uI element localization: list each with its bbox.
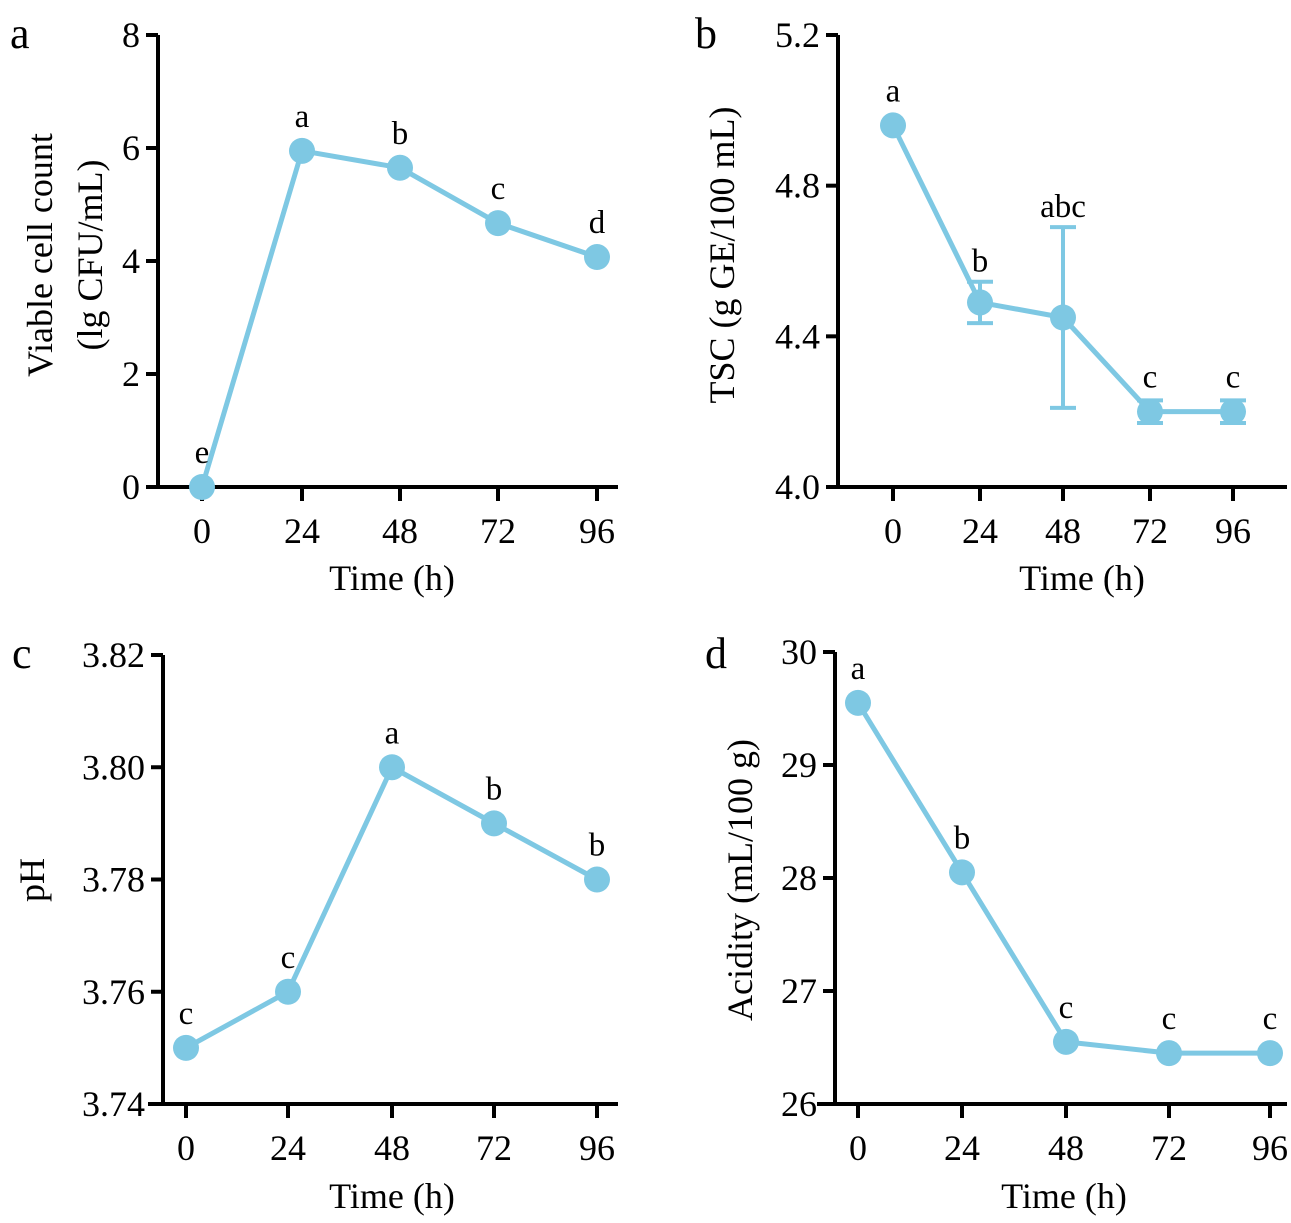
significance-label: a (851, 651, 866, 687)
y-tick-label: 26 (781, 1084, 817, 1124)
significance-label: c (281, 940, 296, 976)
significance-label: b (589, 828, 606, 864)
panel-label: b (695, 9, 717, 58)
y-tick-label: 3.74 (82, 1084, 145, 1124)
significance-label: c (1263, 1001, 1278, 1037)
y-tick-label: 5.2 (775, 15, 820, 55)
panel-label: a (10, 9, 30, 58)
x-tick-label: 96 (579, 511, 615, 551)
y-tick-label: 4 (122, 241, 140, 281)
y-axis-title: (lg CFU/mL) (70, 159, 110, 350)
y-tick-label: 8 (122, 15, 140, 55)
y-tick-label: 30 (781, 632, 817, 672)
significance-label: b (972, 244, 989, 280)
data-point (1050, 304, 1076, 331)
significance-label: e (195, 435, 210, 471)
x-tick-label: 96 (579, 1128, 615, 1168)
y-tick-label: 2 (122, 354, 140, 394)
data-point (584, 866, 610, 893)
significance-label: c (1226, 360, 1241, 396)
x-tick-label: 24 (962, 511, 998, 551)
data-point (880, 112, 906, 139)
y-axis-title: Viable cell count (20, 133, 60, 377)
data-point (481, 810, 507, 837)
significance-label: a (295, 99, 310, 135)
panel-c: c 3.74 3.76 3.78 3.80 3.82 0 24 48 72 96 Time (h) pH… (12, 629, 618, 1216)
significance-label: c (1143, 360, 1158, 396)
x-tick-label: 24 (270, 1128, 306, 1168)
y-tick-label: 4.0 (775, 467, 820, 507)
y-tick-label: 6 (122, 128, 140, 168)
x-tick-label: 0 (884, 511, 902, 551)
data-point (1156, 1040, 1182, 1067)
panel-d: d 26 27 28 29 30 0 24 48 72 96 Time (h) Acidity (mL/… (705, 629, 1288, 1216)
x-axis-title: Time (h) (329, 1176, 455, 1216)
x-tick-label: 0 (177, 1128, 195, 1168)
x-tick-label: 96 (1215, 511, 1251, 551)
y-axis-title: Acidity (mL/100 g) (720, 739, 760, 1021)
y-tick-label: 3.76 (82, 972, 145, 1012)
data-point (485, 210, 511, 237)
significance-label: c (179, 996, 194, 1032)
data-point (289, 137, 315, 164)
x-tick-label: 0 (193, 511, 211, 551)
y-tick-label: 0 (122, 467, 140, 507)
x-tick-label: 72 (1132, 511, 1168, 551)
data-point (1257, 1040, 1283, 1067)
data-point (845, 689, 871, 716)
x-tick-label: 0 (849, 1128, 867, 1168)
y-axis-title: TSC (g GE/100 mL) (702, 107, 742, 404)
x-tick-label: 72 (476, 1128, 512, 1168)
data-point (275, 978, 301, 1005)
x-axis-title: Time (h) (1001, 1176, 1127, 1216)
data-point (967, 289, 993, 316)
significance-label: c (1059, 990, 1074, 1026)
y-axis-title: pH (12, 858, 52, 902)
y-tick-label: 28 (781, 858, 817, 898)
significance-label: d (589, 205, 606, 241)
data-point (173, 1034, 199, 1061)
significance-label: a (385, 715, 400, 751)
panel-label: d (705, 629, 727, 678)
significance-label: b (392, 116, 409, 152)
series-line (184, 764, 599, 1051)
data-point (949, 859, 975, 886)
data-point (1137, 398, 1163, 425)
significance-label: b (954, 820, 971, 856)
data-point (189, 474, 215, 500)
x-tick-label: 96 (1252, 1128, 1288, 1168)
data-point (1220, 398, 1246, 425)
data-point (387, 154, 413, 181)
y-tick-label: 4.4 (775, 316, 820, 356)
x-axis-title: Time (h) (329, 558, 455, 598)
y-tick-label: 3.80 (82, 747, 145, 787)
series-line (199, 148, 598, 488)
x-tick-label: 24 (284, 511, 320, 551)
y-tick-label: 29 (781, 745, 817, 785)
y-tick-label: 3.78 (82, 860, 145, 900)
y-tick-label: 3.82 (82, 635, 145, 675)
x-axis-title: Time (h) (1019, 558, 1145, 598)
x-tick-label: 72 (1151, 1128, 1187, 1168)
x-tick-label: 48 (1045, 511, 1081, 551)
significance-label: c (491, 171, 506, 207)
significance-label: a (886, 73, 901, 109)
significance-label: abc (1040, 189, 1086, 225)
significance-label: c (1162, 1001, 1177, 1037)
data-point (379, 754, 405, 781)
x-tick-label: 48 (374, 1128, 410, 1168)
x-tick-label: 24 (944, 1128, 980, 1168)
x-tick-label: 48 (1048, 1128, 1084, 1168)
significance-label: b (486, 771, 503, 807)
x-tick-label: 48 (382, 511, 418, 551)
data-point (1053, 1028, 1079, 1055)
panel-label: c (12, 629, 32, 678)
data-point (584, 244, 610, 271)
y-tick-label: 4.8 (775, 166, 820, 206)
y-tick-label: 27 (781, 971, 817, 1011)
panel-b: b 4.0 4.4 4.8 5.2 0 24 48 72 96 Time (h) TSC (g GE/… (695, 9, 1287, 598)
x-tick-label: 72 (480, 511, 516, 551)
